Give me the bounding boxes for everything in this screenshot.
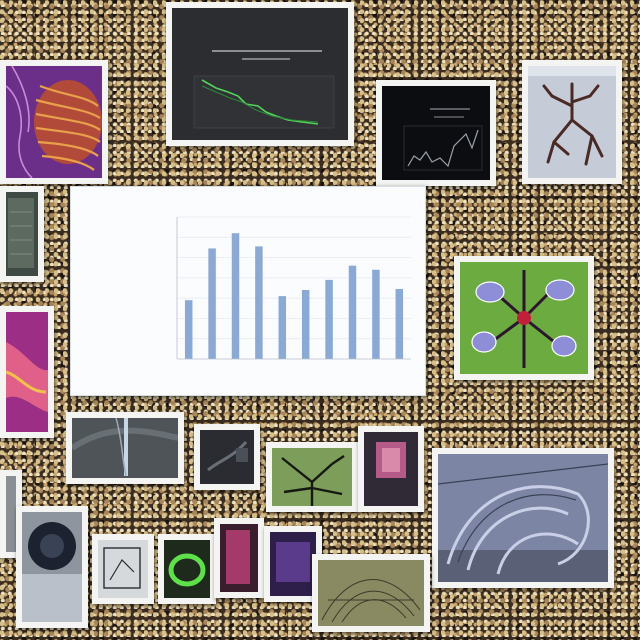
photo-card-grey-disc[interactable] (16, 506, 88, 628)
chart-bar[interactable] (255, 246, 263, 359)
photo-card-dark-pink[interactable] (358, 426, 424, 512)
photo-card-green-radial[interactable] (454, 256, 594, 380)
photo-blue-architecture (438, 454, 608, 582)
photo-green-tree (272, 448, 352, 506)
bar-chart (176, 216, 411, 360)
photo-black-plot (382, 86, 490, 180)
photo-card-magenta-strip[interactable] (214, 518, 264, 598)
photo-left-screen (6, 192, 38, 276)
photo-card-branching-structure[interactable] (522, 60, 622, 184)
photo-olive-mesh (318, 560, 424, 626)
photo-diagram-small (98, 540, 148, 598)
photo-card-olive-mesh[interactable] (312, 554, 430, 632)
photo-grey-disc (22, 512, 82, 622)
photo-dark-line-chart (172, 8, 348, 140)
photo-branching-structure (528, 66, 616, 178)
chart-bar[interactable] (301, 290, 310, 359)
bar-chart-card[interactable] (70, 186, 426, 396)
photo-card-pink-texture[interactable] (0, 306, 54, 438)
chart-bar[interactable] (278, 296, 287, 359)
photo-card-black-plot[interactable] (376, 80, 496, 186)
photo-dark-pink (364, 432, 418, 506)
chart-bar[interactable] (372, 269, 380, 359)
photo-purple-texture (6, 66, 102, 178)
photo-card-diagram-small[interactable] (92, 534, 154, 604)
photo-dark-small (200, 430, 254, 484)
photo-card-blue-architecture[interactable] (432, 448, 614, 588)
photo-green-radial (460, 262, 588, 374)
photo-card-dark-small[interactable] (194, 424, 260, 490)
chart-bar[interactable] (208, 248, 216, 359)
photo-card-green-tree[interactable] (266, 442, 358, 512)
chart-bar[interactable] (231, 233, 240, 359)
photo-card-purple-texture[interactable] (0, 60, 108, 184)
photo-card-grey-stem[interactable] (66, 412, 184, 484)
chart-bar[interactable] (348, 265, 357, 359)
photo-pink-texture (6, 312, 48, 432)
photo-card-dark-line-chart[interactable] (166, 2, 354, 146)
chart-bar[interactable] (395, 289, 404, 359)
chart-bar[interactable] (325, 279, 333, 359)
photo-grey-stem (72, 418, 178, 478)
photo-edge-grey (6, 476, 16, 552)
photo-purple-dark (270, 532, 316, 596)
chart-bar[interactable] (184, 300, 193, 359)
photo-green-ring (164, 540, 210, 598)
photo-card-green-ring[interactable] (158, 534, 216, 604)
photo-magenta-strip (220, 524, 258, 592)
photo-card-left-screen[interactable] (0, 186, 44, 282)
